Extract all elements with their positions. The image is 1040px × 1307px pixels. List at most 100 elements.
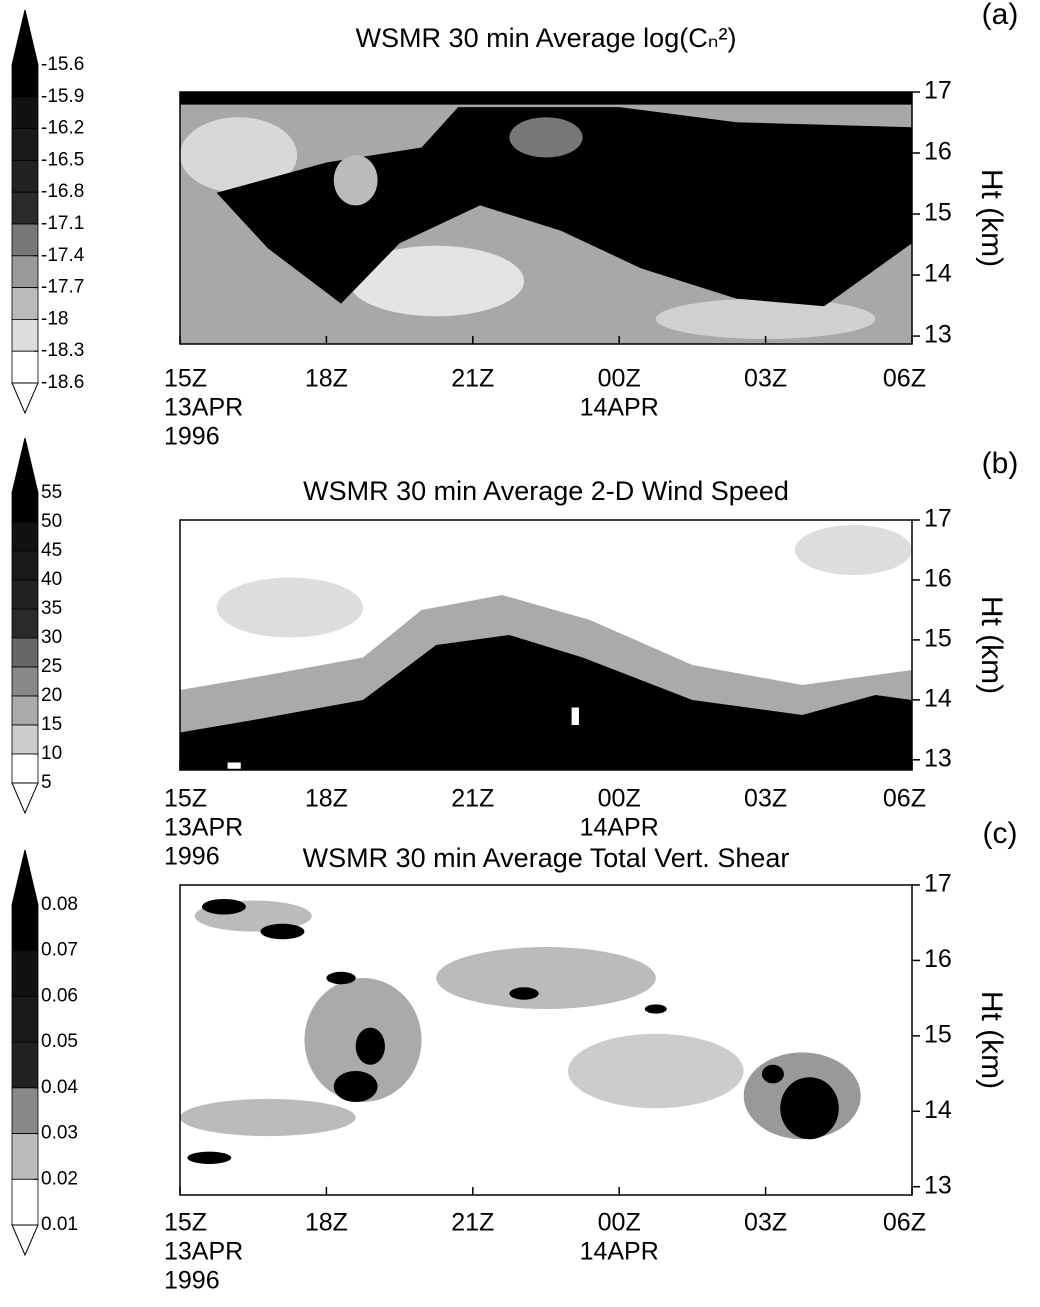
chart-title: WSMR 30 min Average log(Cₙ²) xyxy=(356,23,737,53)
x-tick-label: 21Z xyxy=(451,785,494,813)
y-tick-label: 14 xyxy=(924,684,952,712)
y-tick-label: 14 xyxy=(924,1096,952,1124)
colorbar-segment xyxy=(11,350,39,384)
y-tick-label: 17 xyxy=(924,77,952,105)
chart-title: WSMR 30 min Average Total Vert. Shear xyxy=(303,843,790,873)
y-tick-label: 16 xyxy=(924,565,952,593)
field-patch xyxy=(355,1027,385,1065)
colorbar-segment xyxy=(11,64,39,98)
field-patch xyxy=(326,971,356,985)
field-patch xyxy=(216,107,913,307)
colorbar-segment xyxy=(11,492,39,523)
colorbar-segment xyxy=(11,950,39,997)
panel: WSMR 30 min Average Total Vert. Shear (c)… xyxy=(11,817,1018,1295)
field-patch xyxy=(348,245,525,317)
field-patch xyxy=(333,1071,378,1102)
panel-label: (c) xyxy=(983,817,1018,850)
panel-label: (b) xyxy=(982,447,1019,480)
colorbar-label: -18.6 xyxy=(41,372,84,393)
x-tick-sublabel: 14APR xyxy=(580,814,659,842)
colorbar-segment xyxy=(11,608,39,639)
colorbar-segment xyxy=(11,318,39,352)
x-tick-sublabel: 1996 xyxy=(164,1267,220,1295)
colorbar-segment xyxy=(11,579,39,610)
colorbar-segment xyxy=(11,1178,39,1226)
colorbar-label: -18.3 xyxy=(41,340,84,361)
x-tick-label: 18Z xyxy=(305,365,348,393)
field-patch xyxy=(567,1033,744,1109)
y-tick-label: 13 xyxy=(924,744,952,772)
field-patch xyxy=(180,635,912,770)
field-patch xyxy=(216,577,363,638)
field-patch xyxy=(761,1064,784,1084)
field-patch xyxy=(187,1151,232,1165)
field-patch xyxy=(655,298,876,339)
y-tick-label: 13 xyxy=(924,1171,952,1199)
colorbar-top-extension xyxy=(11,9,39,66)
colorbar-bottom-extension xyxy=(11,782,39,815)
colorbar-label: 25 xyxy=(41,656,62,677)
colorbar-top-extension xyxy=(11,437,39,494)
field-patch xyxy=(780,1077,839,1140)
colorbar-label: -16.8 xyxy=(41,181,84,202)
y-tick-label: 17 xyxy=(924,505,952,533)
colorbar-label: -17.7 xyxy=(41,277,84,298)
colorbar-label: -15.9 xyxy=(41,86,84,107)
field-patch xyxy=(644,1004,667,1014)
panel: WSMR 30 min Average log(Cₙ²) (a) Ht (km) 13… xyxy=(11,0,1018,451)
x-tick-label: 15Z xyxy=(164,365,207,393)
x-tick-label: 15Z xyxy=(164,785,207,813)
colorbar-segment xyxy=(11,724,39,755)
x-tick-label: 21Z xyxy=(451,365,494,393)
field-patch xyxy=(260,923,305,940)
colorbar-label: 50 xyxy=(41,511,62,532)
field-patch xyxy=(436,947,656,1009)
y-tick-label: 15 xyxy=(924,625,952,653)
colorbar-segment xyxy=(11,753,39,784)
colorbar-label: 0.03 xyxy=(41,1123,78,1144)
colorbar-label: 0.08 xyxy=(41,894,78,915)
x-tick-label: 03Z xyxy=(744,1209,787,1237)
colorbar-segment xyxy=(11,287,39,320)
y-tick-label: 16 xyxy=(924,138,952,166)
colorbar-label: 5 xyxy=(41,772,52,793)
y-tick-label: 14 xyxy=(924,260,952,288)
colorbar-segment xyxy=(11,96,39,130)
colorbar-segment xyxy=(11,255,39,289)
x-tick-label: 00Z xyxy=(598,1209,641,1237)
colorbar-label: 55 xyxy=(41,482,62,503)
colorbar-label: -17.4 xyxy=(41,245,85,266)
plot-frame xyxy=(179,519,913,771)
colorbar-label: 0.06 xyxy=(41,985,78,1006)
y-axis-label: Ht (km) xyxy=(975,991,1008,1089)
x-tick-label: 06Z xyxy=(883,365,926,393)
x-tick-sublabel: 14APR xyxy=(580,1238,659,1266)
x-tick-sublabel: 13APR xyxy=(164,814,243,842)
colorbar-label: 0.04 xyxy=(41,1077,78,1098)
x-tick-label: 03Z xyxy=(744,365,787,393)
field-background xyxy=(180,885,912,1195)
field-patch xyxy=(180,92,912,105)
x-tick-label: 06Z xyxy=(883,785,926,813)
x-tick-sublabel: 13APR xyxy=(164,1238,243,1266)
colorbar-segment xyxy=(11,666,39,697)
colorbar-label: -15.6 xyxy=(41,54,84,75)
x-tick-label: 00Z xyxy=(598,785,641,813)
field-patch xyxy=(180,117,298,193)
colorbar-label: 0.05 xyxy=(41,1031,78,1052)
colorbar-bottom-extension xyxy=(11,382,39,415)
x-tick-sublabel: 13APR xyxy=(164,394,243,422)
colorbar-label: -17.1 xyxy=(41,213,84,234)
colorbar-bottom-extension xyxy=(11,1224,39,1257)
y-tick-label: 17 xyxy=(924,870,952,898)
x-tick-label: 18Z xyxy=(305,785,348,813)
colorbar-label: -16.2 xyxy=(41,118,84,139)
colorbar-label: 0.01 xyxy=(41,1214,78,1235)
colorbar-segment xyxy=(11,1087,39,1134)
colorbar-segment xyxy=(11,159,39,193)
x-tick-label: 21Z xyxy=(451,1209,494,1237)
colorbar-segment xyxy=(11,521,39,552)
x-tick-sublabel: 1996 xyxy=(164,423,220,451)
y-tick-label: 16 xyxy=(924,945,952,973)
